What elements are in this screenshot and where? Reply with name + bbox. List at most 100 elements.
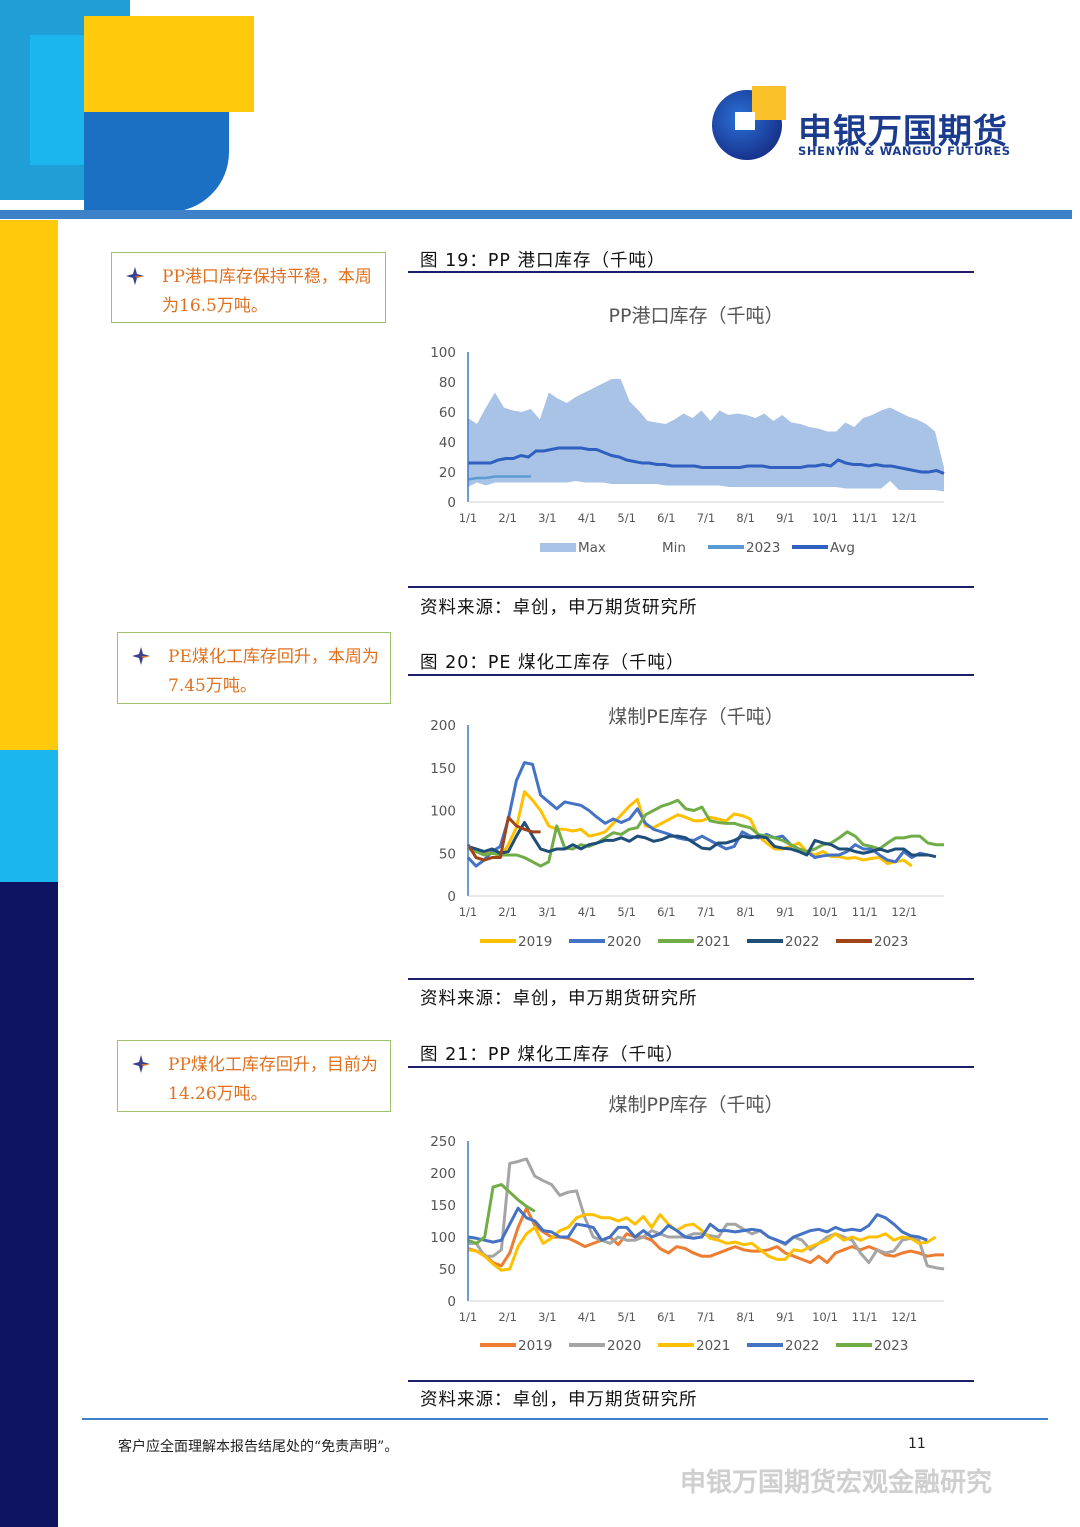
x-tick-label: 6/1 [657,905,676,919]
y-tick-label: 100 [430,345,456,361]
legend-label: 2020 [607,1338,641,1354]
x-tick-label: 2/1 [498,905,517,919]
legend-label: 2023 [874,934,908,950]
source-rule [408,1380,974,1382]
y-tick-label: 20 [439,465,456,481]
x-tick-label: 11/1 [852,511,878,525]
note-box-pp-port: PP港口库存保持平稳，本周为16.5万吨。 [111,252,386,323]
caption-rule [408,674,974,676]
series-line-2023 [467,475,531,481]
caption-rule [408,271,974,273]
legend-label: 2019 [518,1338,552,1354]
note-text: PE煤化工库存回升，本周为7.45万吨。 [168,647,379,696]
x-tick-label: 6/1 [657,1310,676,1324]
y-tick-label: 150 [430,1198,456,1214]
legend-label: Max [578,540,606,556]
x-tick-label: 8/1 [736,1310,755,1324]
y-tick-label: 40 [439,435,456,451]
band-min-area [468,481,944,502]
y-tick-label: 50 [439,1262,456,1278]
y-tick-label: 80 [439,375,456,391]
x-tick-label: 12/1 [891,511,917,525]
y-tick-label: 0 [447,495,456,511]
x-tick-label: 5/1 [617,1310,636,1324]
note-text: PP煤化工库存回升，目前为14.26万吨。 [168,1055,378,1104]
x-tick-label: 6/1 [657,511,676,525]
y-tick-label: 200 [430,718,456,734]
y-tick-label: 0 [447,1294,456,1310]
legend-label: 2021 [696,934,730,950]
y-tick-label: 100 [430,1230,456,1246]
y-tick-label: 50 [439,846,456,862]
chart-pe-coal: 煤制PE库存（千吨） 0 50 100 150 200 1/1 2/1 3/1 4/1 5/1 6/1… [430,706,944,950]
chart-title: 煤制PP库存（千吨） [609,1094,784,1116]
figure-caption: 图 20：PE 煤化工库存（千吨） [420,653,685,673]
legend-label: 2022 [785,1338,819,1354]
side-stripe-cyan [0,750,58,882]
series-line-2021 [467,1213,937,1272]
figure-source: 资料来源：卓创，申万期货研究所 [420,989,698,1009]
x-tick-label: 2/1 [498,1310,517,1324]
x-tick-label: 3/1 [538,511,557,525]
x-tick-label: 3/1 [538,1310,557,1324]
legend-label: 2019 [518,934,552,950]
x-tick-label: 5/1 [617,905,636,919]
y-tick-label: 200 [430,1166,456,1182]
header-decoration-yellow [84,16,254,112]
x-tick-label: 12/1 [891,905,917,919]
legend-label: Min [662,540,686,556]
caption-rule [408,1066,974,1068]
x-tick-label: 7/1 [697,511,716,525]
note-box-pe-coal: PE煤化工库存回升，本周为7.45万吨。 [117,632,391,704]
series-line-2020 [468,1157,945,1271]
watermark: 申银万国期货宏观金融研究 [680,1468,993,1498]
x-tick-label: 1/1 [459,1310,478,1324]
legend-swatch [624,543,660,552]
brand-name-en: SHENYIN & WANGUO FUTURES [798,144,1011,158]
series-line-2023 [466,815,541,862]
series-line-2020 [466,761,929,868]
note-text: PP港口库存保持平稳，本周为16.5万吨。 [162,267,372,316]
brand-logo-square [752,86,786,120]
source-rule [408,978,974,980]
figure-caption: 图 19：PP 港口库存（千吨） [420,251,666,271]
x-tick-label: 10/1 [812,905,838,919]
legend-swatch [540,543,576,552]
legend-label: 2020 [607,934,641,950]
bullet-icon [132,647,150,665]
series-line-2019 [467,790,913,868]
y-tick-label: 250 [430,1134,456,1150]
x-tick-label: 1/1 [459,905,478,919]
x-tick-label: 7/1 [697,1310,716,1324]
source-rule [408,586,974,588]
page-number: 11 [908,1436,926,1452]
chart-title: 煤制PE库存（千吨） [608,706,783,728]
y-tick-label: 150 [430,761,456,777]
figure-source: 资料来源：卓创，申万期货研究所 [420,598,698,618]
x-tick-label: 10/1 [812,1310,838,1324]
series-line-2022 [467,820,937,859]
legend-label: 2021 [696,1338,730,1354]
x-tick-label: 5/1 [617,511,636,525]
footer-rule [82,1418,1048,1420]
x-tick-label: 11/1 [852,905,878,919]
note-box-pp-coal: PP煤化工库存回升，目前为14.26万吨。 [117,1040,391,1112]
x-tick-label: 2/1 [498,511,517,525]
figure-caption: 图 21：PP 煤化工库存（千吨） [420,1045,684,1065]
bullet-icon [126,267,144,285]
side-stripe-navy [0,882,58,1527]
chart-pp-port: PP港口库存（千吨） 0 20 40 60 80 100 1/1 2/1 3/1 4/1 5/1 6/1… [430,305,945,556]
series-line-2023 [467,1183,536,1245]
series-line-2022 [467,1206,928,1245]
y-tick-label: 0 [447,889,456,905]
series-line-2021 [467,798,944,868]
header-bar [0,210,1072,219]
header-decoration-dark-blue [84,112,229,212]
series-line-avg [468,446,945,475]
series-line-2019 [467,1206,944,1268]
chart-title: PP港口库存（千吨） [609,305,784,327]
bullet-icon [132,1055,150,1073]
brand-logo-inner [735,112,755,130]
band-max-area [468,379,944,502]
x-tick-label: 9/1 [776,511,795,525]
